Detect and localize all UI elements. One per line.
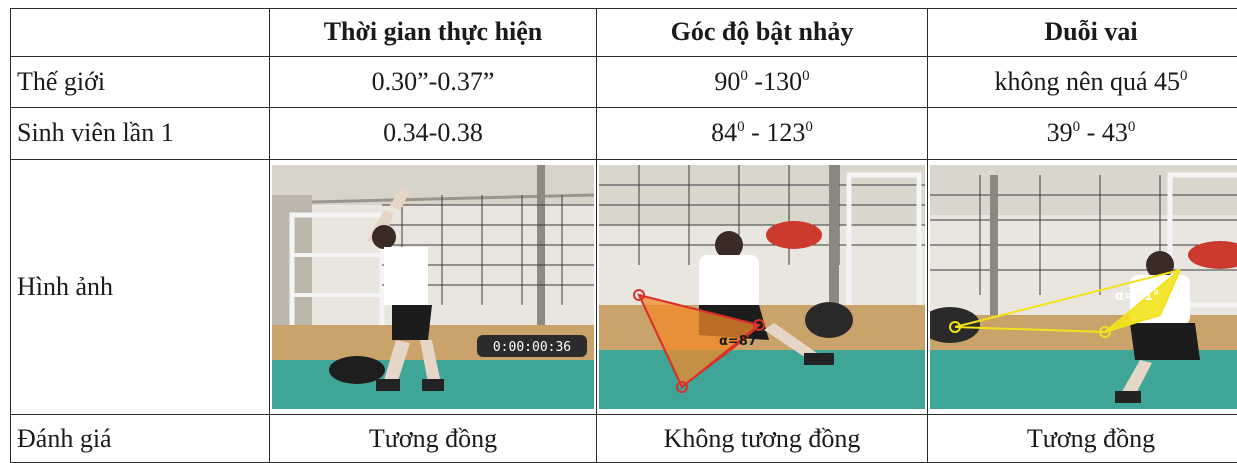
row-label-images: Hình ảnh: [11, 160, 270, 415]
photo-timestamp: 0:00:00:36: [493, 340, 571, 355]
table-row-student: Sinh viên lần 1 0.34-0.38 840 - 1230 390…: [11, 108, 1237, 160]
student-shoulder-value: 390 - 430: [928, 108, 1237, 160]
table-row-eval: Đánh giá Tương đồng Không tương đồng Tươ…: [11, 415, 1237, 463]
row-label-world: Thế giới: [11, 57, 270, 108]
photo-jump-angle: α=87°: [599, 165, 925, 409]
header-jump-angle: Góc độ bật nhảy: [597, 9, 928, 57]
student-time-value: 0.34-0.38: [270, 108, 597, 160]
photo-angle-label-87: α=87°: [719, 334, 763, 349]
table-header-row: Thời gian thực hiện Góc độ bật nhảy Duỗi…: [11, 9, 1237, 57]
world-jump-angle-value: 900 -1300: [597, 57, 928, 108]
photo-angle-label-41: α=41°: [1115, 289, 1159, 304]
eval-jump-angle-value: Không tương đồng: [597, 415, 928, 463]
row-label-eval: Đánh giá: [11, 415, 270, 463]
photo-shoulder-angle: α=41°: [930, 165, 1237, 409]
eval-shoulder-value: Tương đồng: [928, 415, 1237, 463]
photo-jump-timing: 0:00:00:36: [272, 165, 594, 409]
photo-cell-3: α=41°: [928, 160, 1237, 415]
header-time: Thời gian thực hiện: [270, 9, 597, 57]
eval-time-value: Tương đồng: [270, 415, 597, 463]
header-empty-cell: [11, 9, 270, 57]
world-shoulder-value: không nên quá 450: [928, 57, 1237, 108]
photo-cell-2: α=87°: [597, 160, 928, 415]
header-shoulder: Duỗi vai: [928, 9, 1237, 57]
table-row-images: Hình ảnh: [11, 160, 1237, 415]
row-label-student: Sinh viên lần 1: [11, 108, 270, 160]
photo-cell-1: 0:00:00:36: [270, 160, 597, 415]
table-row-world: Thế giới 0.30”-0.37” 900 -1300 không nên…: [11, 57, 1237, 108]
world-time-value: 0.30”-0.37”: [270, 57, 597, 108]
student-jump-angle-value: 840 - 1230: [597, 108, 928, 160]
comparison-table: Thời gian thực hiện Góc độ bật nhảy Duỗi…: [10, 8, 1237, 463]
